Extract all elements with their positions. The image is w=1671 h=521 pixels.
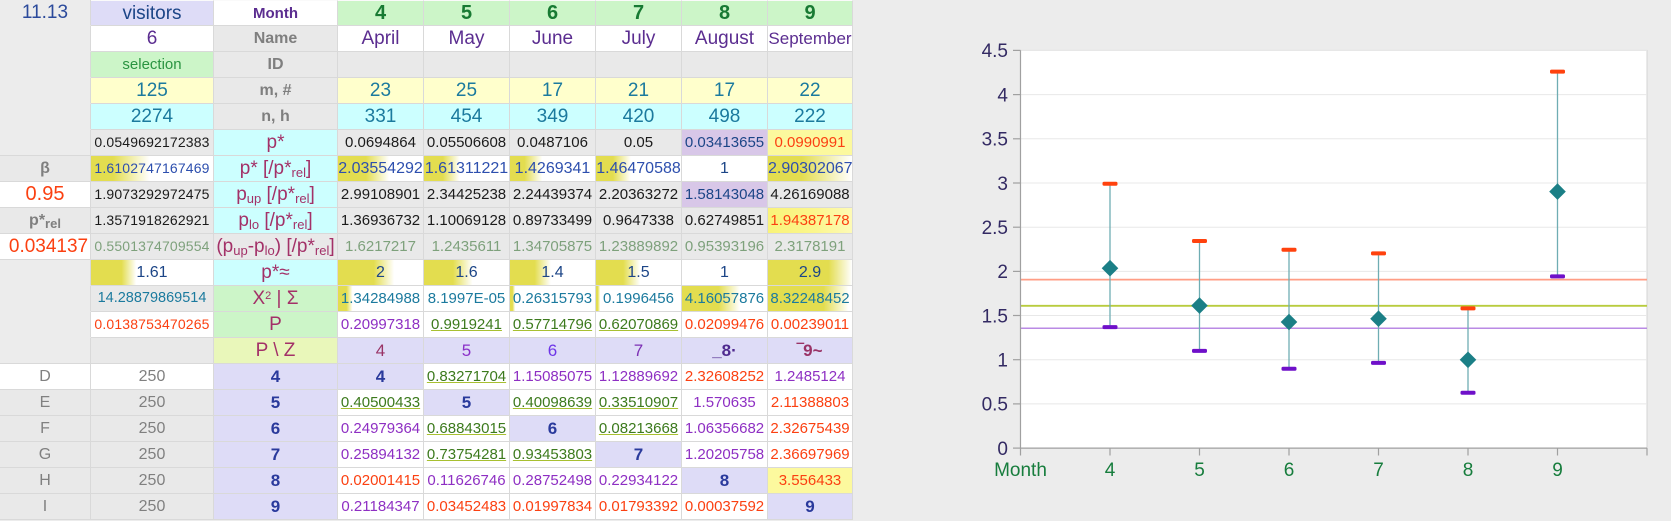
svg-text:1: 1 [997,351,1008,372]
svg-text:4: 4 [1105,460,1116,481]
svg-text:8: 8 [1463,460,1474,481]
svg-text:4.5: 4.5 [982,41,1008,62]
svg-text:1.5: 1.5 [982,306,1008,327]
svg-text:0: 0 [997,439,1008,460]
svg-text:3.5: 3.5 [982,130,1008,151]
svg-text:6: 6 [1284,460,1295,481]
svg-text:Month: Month [994,460,1047,481]
svg-text:5: 5 [1194,460,1205,481]
svg-text:2: 2 [997,262,1008,283]
svg-text:9: 9 [1552,460,1563,481]
svg-text:3: 3 [997,174,1008,195]
svg-text:0.5: 0.5 [982,395,1008,416]
svg-text:7: 7 [1373,460,1384,481]
svg-text:2.5: 2.5 [982,218,1008,239]
svg-text:4: 4 [997,85,1008,106]
